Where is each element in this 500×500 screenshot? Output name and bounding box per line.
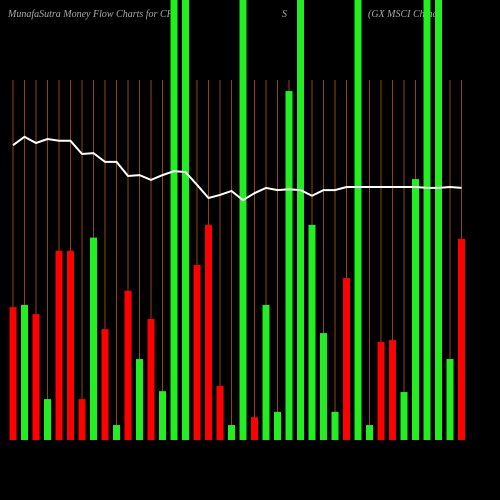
bar [331,411,339,440]
bar [458,238,465,440]
bar [446,359,454,440]
bar [101,329,109,440]
bar [136,359,143,440]
bar [366,425,373,440]
bar [147,319,155,440]
bar [308,224,316,440]
bar [21,304,28,440]
bar [44,399,51,440]
bar [412,179,419,440]
bar [113,425,120,440]
money-flow-line [12,135,462,202]
bar [297,0,304,440]
bar [274,411,281,440]
bar [67,250,74,440]
bar [78,399,86,440]
bar [285,91,293,440]
bar [389,340,396,440]
bar [193,264,201,440]
bar [55,250,63,440]
bar [205,224,212,440]
bar [90,237,97,440]
bar [170,0,178,440]
bar [216,385,224,440]
bar [354,0,362,440]
bar [435,0,442,440]
bar [251,417,258,440]
bar [9,307,17,440]
bar [182,0,189,440]
bar [124,290,132,440]
bar [400,392,408,440]
bar [32,314,40,440]
bar [377,341,385,440]
chart-title: S [282,9,287,20]
chart-title: (GX MSCI China [368,9,437,20]
bar [228,425,235,440]
bar [343,278,350,440]
bar [159,391,166,440]
bar [239,0,247,440]
bar [320,333,327,440]
bar [423,0,431,440]
bar [262,304,270,440]
chart-title: MunafaSutra Money Flow Charts for CHI [7,9,178,20]
